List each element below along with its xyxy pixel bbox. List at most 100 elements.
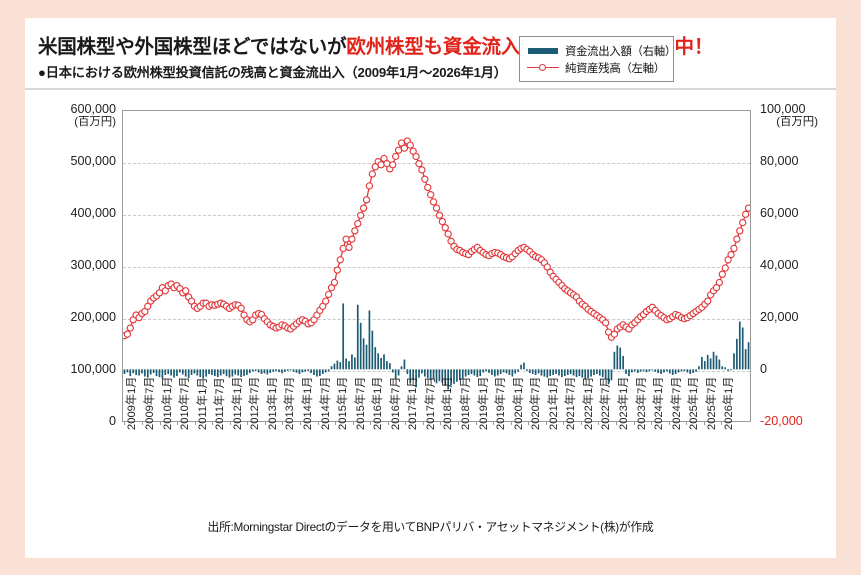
bar-flow [216, 369, 219, 378]
chart-series-canvas [123, 137, 750, 390]
x-tickmark [563, 421, 565, 425]
bar-flow [596, 369, 598, 374]
bar-flow [698, 366, 700, 370]
x-tickmark [142, 421, 144, 425]
bar-flow [179, 369, 181, 373]
bar-flow [561, 369, 563, 378]
y-axis-left-unit-label: (百万円) [74, 116, 116, 128]
bar-flow [397, 369, 400, 376]
bar-flow [281, 369, 283, 374]
line-marker [429, 198, 438, 206]
bar-flow [167, 369, 170, 374]
bar-flow [423, 369, 426, 377]
x-tickmark [633, 421, 635, 425]
header-divider [25, 88, 836, 90]
line-marker [365, 182, 374, 190]
bar-flow [222, 369, 225, 374]
line-marker [601, 319, 610, 327]
x-axis-tick-label: 2012年7月 [249, 376, 262, 431]
bar-flow [184, 369, 187, 377]
bar-flow [228, 369, 231, 378]
bar-flow [520, 364, 522, 370]
y-axis-right-unit-label: (百万円) [776, 116, 818, 128]
line-marker [406, 141, 414, 149]
x-tickmark [457, 421, 459, 425]
bar-flow [286, 369, 289, 371]
x-tickmark [422, 421, 424, 425]
bar-flow [473, 369, 476, 376]
bar-flow [371, 330, 374, 370]
x-axis-tick-label: 2010年1月 [161, 376, 174, 431]
bar-flow [563, 369, 566, 377]
bar-flow [269, 369, 272, 373]
x-axis-tick-label: 2024年1月 [653, 376, 666, 431]
x-tickmark [282, 421, 284, 425]
bar-flow [138, 369, 140, 376]
bar-flow [730, 369, 732, 371]
x-tickmark [370, 421, 372, 425]
chart-legend: 資金流出入額（右軸） 純資産残高（左軸） [519, 36, 676, 82]
x-axis-tick-label: 2013年1月 [266, 376, 279, 431]
x-axis-tick-label: 2010年7月 [179, 376, 192, 431]
bar-flow [668, 369, 671, 374]
line-marker [182, 287, 190, 295]
bar-flow [356, 304, 359, 370]
bar-flow [126, 369, 129, 373]
bar-flow [499, 369, 502, 374]
page-subtitle: ●日本における欧州株型投資信託の残高と資金流出入（2009年1月～2026年1月… [38, 65, 507, 80]
line-marker [432, 204, 441, 212]
x-axis-tick-label: 2023年1月 [617, 376, 630, 431]
bar-flow [158, 369, 161, 378]
bar-flow [555, 369, 557, 374]
bar-flow [581, 369, 584, 378]
line-marker [339, 244, 347, 253]
bar-flow [476, 369, 479, 378]
bar-flow [254, 369, 257, 371]
bar-flow [689, 369, 692, 374]
bar-flow [345, 358, 347, 370]
bar-flow [709, 358, 712, 370]
x-axis-tick-label: 2021年7月 [565, 376, 578, 431]
bar-flow [292, 369, 295, 372]
bar-flow [537, 369, 540, 374]
x-tickmark [352, 421, 354, 425]
x-axis-tick-label: 2017年7月 [424, 376, 437, 431]
bar-flow [683, 369, 686, 371]
bar-flow [246, 369, 248, 376]
gridline [123, 163, 750, 164]
bar-flow [578, 369, 581, 377]
x-axis-tick-label: 2021年1月 [547, 376, 560, 431]
bar-flow [432, 369, 435, 380]
x-axis-tick-label: 2022年7月 [600, 376, 613, 431]
bar-flow [324, 369, 327, 373]
line-marker [441, 224, 449, 232]
bar-flow [456, 369, 458, 382]
bar-flow [741, 327, 744, 370]
bar-flow [336, 360, 339, 370]
bar-flow [187, 369, 190, 379]
line-marker [342, 235, 350, 243]
line-marker [345, 243, 353, 252]
x-axis-tick-label: 2018年7月 [459, 376, 472, 431]
bar-flow [380, 357, 382, 370]
bar-flow [435, 369, 438, 384]
x-axis-tick-label: 2015年7月 [354, 376, 367, 431]
bar-flow [260, 369, 263, 374]
x-axis-tick-label: 2025年7月 [705, 376, 718, 431]
line-marker [744, 204, 750, 212]
x-axis-tick-label: 2019年7月 [495, 376, 508, 431]
bar-flow [680, 369, 683, 372]
line-marker-swatch-icon [526, 61, 560, 74]
bar-flow [648, 369, 651, 372]
bar-flow [339, 362, 342, 370]
bar-flow [313, 369, 315, 376]
bar-flow [584, 369, 587, 380]
bar-flow [721, 366, 724, 370]
bar-flow [266, 369, 269, 375]
bar-flow [403, 359, 406, 370]
x-axis-tick-label: 2024年7月 [670, 376, 683, 431]
bar-flow [657, 369, 659, 373]
x-tickmark [124, 421, 126, 425]
x-tickmark [475, 421, 477, 425]
bar-flow [176, 369, 178, 377]
